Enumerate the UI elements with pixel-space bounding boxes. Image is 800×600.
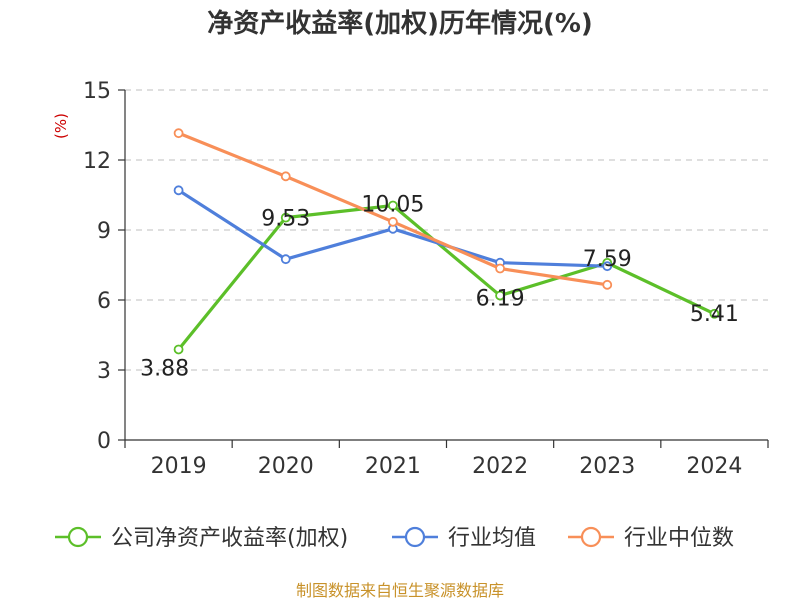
- data-label: 9.53: [261, 207, 310, 232]
- y-tick-label: 15: [83, 79, 111, 104]
- data-label: 10.05: [361, 193, 424, 218]
- y-tick-label: 9: [97, 219, 111, 244]
- data-point[interactable]: [280, 171, 291, 182]
- x-tick-label: 2019: [151, 454, 207, 479]
- data-point[interactable]: [495, 263, 505, 274]
- legend-item[interactable]: 行业均值: [392, 526, 536, 551]
- legend-marker-icon: [404, 526, 426, 548]
- data-point[interactable]: [173, 185, 184, 196]
- legend[interactable]: 公司净资产收益率(加权) 行业均值 行业中位数: [55, 526, 734, 551]
- data-label: 3.88: [140, 356, 189, 381]
- y-tick-label: 6: [97, 289, 111, 314]
- grid-lines: [125, 89, 768, 371]
- legend-marker-icon: [67, 526, 89, 548]
- data-label: 5.41: [690, 302, 739, 327]
- x-tick-label: 2023: [579, 454, 635, 479]
- x-tick-label: 2020: [258, 454, 314, 479]
- series-line: [177, 203, 716, 351]
- data-point[interactable]: [280, 212, 291, 223]
- legend-marker-icon: [580, 526, 602, 548]
- chart-title: 净资产收益率(加权)历年情况(%): [207, 8, 593, 39]
- data-point[interactable]: [173, 128, 184, 139]
- data-point[interactable]: [280, 254, 291, 265]
- data-point[interactable]: [602, 279, 613, 290]
- data-labels: 3.88 9.53 10.05 6.19 7.59 5.41: [140, 193, 739, 382]
- series-lines: [173, 128, 720, 355]
- legend-item[interactable]: 行业中位数: [568, 526, 734, 551]
- x-tick-label: 2022: [472, 454, 528, 479]
- y-tick-label: 0: [97, 429, 111, 454]
- y-tick-label: 3: [97, 359, 111, 384]
- data-point[interactable]: [388, 216, 398, 227]
- data-point[interactable]: [495, 290, 505, 301]
- source-note: 制图数据来自恒生聚源数据库: [296, 581, 504, 600]
- y-tick-label: 12: [83, 149, 111, 174]
- legend-label: 行业中位数: [624, 526, 734, 551]
- data-point[interactable]: [602, 261, 613, 272]
- data-point[interactable]: [709, 308, 720, 319]
- data-point[interactable]: [173, 344, 184, 355]
- y-axis-unit: (%): [52, 113, 70, 139]
- legend-item[interactable]: 公司净资产收益率(加权): [55, 526, 348, 551]
- data-label: 7.59: [583, 247, 632, 272]
- axes: 0 3 6 9 12 15 2019 2020 2021 2022 2023 2024: [83, 79, 769, 479]
- data-label: 6.19: [476, 287, 525, 312]
- legend-label: 公司净资产收益率(加权): [111, 526, 348, 551]
- legend-label: 行业均值: [448, 526, 536, 551]
- x-tick-label: 2021: [365, 454, 421, 479]
- data-point[interactable]: [388, 200, 398, 211]
- x-tick-label: 2024: [686, 454, 742, 479]
